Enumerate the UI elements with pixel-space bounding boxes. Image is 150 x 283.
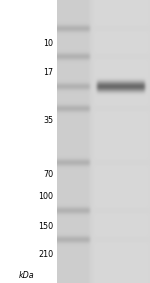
Text: 100: 100 <box>38 192 53 201</box>
Text: 35: 35 <box>43 116 53 125</box>
Text: 10: 10 <box>43 39 53 48</box>
Text: 17: 17 <box>43 68 53 77</box>
Text: 210: 210 <box>38 250 53 259</box>
Text: 150: 150 <box>38 222 53 231</box>
Text: kDa: kDa <box>19 271 35 280</box>
Text: 70: 70 <box>43 170 53 179</box>
